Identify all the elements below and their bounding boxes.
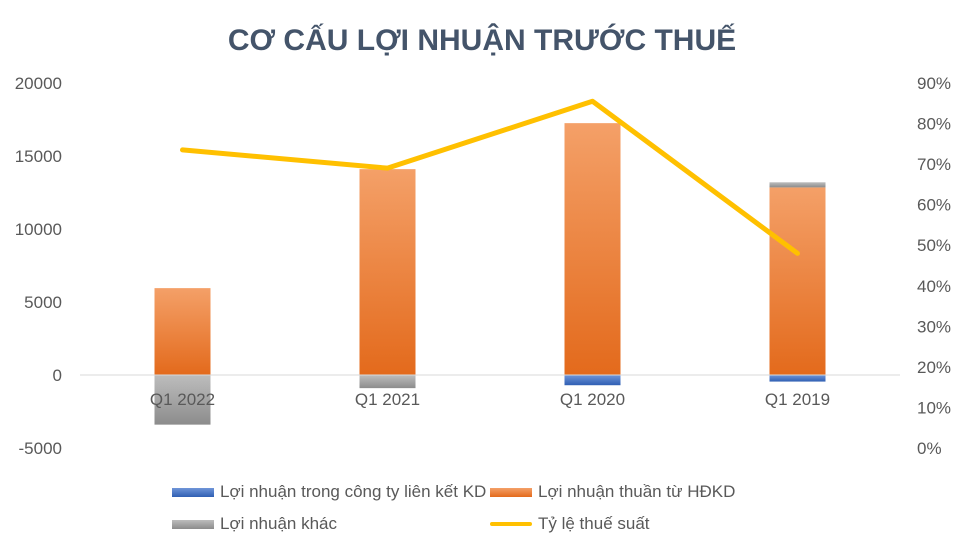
legend-swatch-blue <box>172 487 214 497</box>
right-tick-label: 80% <box>917 115 951 134</box>
legend-label: Lợi nhuận thuần từ HĐKD <box>538 482 736 501</box>
legend-swatch-orange <box>490 487 532 497</box>
right-tick-label: 70% <box>917 155 951 174</box>
right-tick-label: 40% <box>917 277 951 296</box>
bar-khac <box>769 182 826 188</box>
left-tick-label: 0 <box>53 366 62 385</box>
left-tick-label: -5000 <box>19 439 62 458</box>
legend: Lợi nhuận trong công ty liên kết KD Lợi … <box>0 470 965 550</box>
category-label: Q1 2022 <box>150 390 215 409</box>
bar-lien-ket <box>564 375 621 386</box>
legend-label: Lợi nhuận khác <box>220 514 338 533</box>
left-tick-label: 5000 <box>24 293 62 312</box>
bars <box>154 123 826 425</box>
bar-khac <box>359 375 416 389</box>
category-label: Q1 2020 <box>560 390 625 409</box>
line-series <box>180 98 800 256</box>
legend-item-lien-ket: Lợi nhuận trong công ty liên kết KD <box>172 482 486 502</box>
right-tick-label: 50% <box>917 236 951 255</box>
left-axis-ticks: -5000 0 5000 10000 15000 20000 <box>15 74 62 458</box>
bar-hdkd <box>564 123 621 376</box>
legend-swatch-gray <box>172 519 214 529</box>
right-tick-label: 0% <box>917 439 942 458</box>
legend-item-khac: Lợi nhuận khác <box>172 514 337 534</box>
right-tick-label: 20% <box>917 358 951 377</box>
legend-label: Lợi nhuận trong công ty liên kết KD <box>220 482 487 501</box>
legend-swatch-line <box>490 522 532 526</box>
category-labels: Q1 2022 Q1 2021 Q1 2020 Q1 2019 <box>150 390 830 409</box>
legend-label: Tỷ lệ thuế suất <box>538 514 650 533</box>
chart-title: CƠ CẤU LỢI NHUẬN TRƯỚC THUẾ <box>228 23 736 57</box>
left-tick-label: 15000 <box>15 147 62 166</box>
left-tick-label: 20000 <box>15 74 62 93</box>
category-label: Q1 2021 <box>355 390 420 409</box>
right-tick-label: 30% <box>917 317 951 336</box>
tax-rate-line <box>180 98 800 256</box>
chart-svg: CƠ CẤU LỢI NHUẬN TRƯỚC THUẾ -5000 0 5000 10… <box>15 23 951 458</box>
right-axis-ticks: 0% 10% 20% 30% 40% 50% 60% 70% 80% 90% <box>917 74 951 458</box>
left-tick-label: 10000 <box>15 220 62 239</box>
bar-hdkd <box>769 187 826 375</box>
bar-khac <box>154 375 211 425</box>
bar-lien-ket <box>769 375 826 382</box>
right-tick-label: 10% <box>917 398 951 417</box>
bar-hdkd <box>359 169 416 375</box>
right-tick-label: 90% <box>917 74 951 93</box>
right-tick-label: 60% <box>917 196 951 215</box>
bar-hdkd <box>154 288 211 375</box>
legend-item-thue-suat: Tỷ lệ thuế suất <box>490 514 650 534</box>
category-label: Q1 2019 <box>765 390 830 409</box>
legend-item-hdkd: Lợi nhuận thuần từ HĐKD <box>490 482 735 502</box>
